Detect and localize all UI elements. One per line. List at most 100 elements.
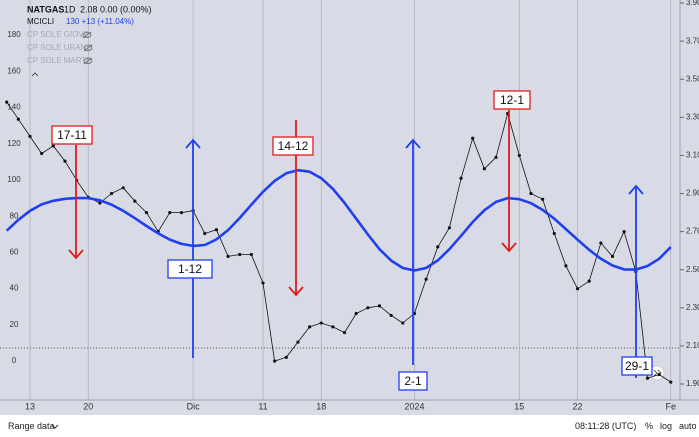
auto-toggle[interactable]: auto <box>679 421 697 431</box>
arrow-head <box>288 286 304 297</box>
price-point <box>529 191 533 196</box>
price-point <box>471 136 475 140</box>
price-point <box>249 252 253 257</box>
y-tick-label: 120 <box>7 139 21 148</box>
annotation-box <box>51 125 93 145</box>
price-point <box>342 330 347 335</box>
price-point <box>51 144 55 148</box>
price-point <box>645 376 650 380</box>
price-point <box>424 277 428 281</box>
annotation-label: 29-1 <box>625 359 649 373</box>
range-button[interactable]: Range data <box>8 421 55 431</box>
price-point <box>389 313 393 318</box>
price-point <box>308 325 312 329</box>
annotation-box <box>167 259 213 279</box>
price-point <box>575 287 580 291</box>
eye-icons[interactable] <box>82 31 93 65</box>
arrow-head <box>185 138 201 149</box>
legend: NATGAS 1D 2.08 0.00 (0.00%) MCICLI 130 +… <box>27 4 152 77</box>
percent-toggle[interactable]: % <box>645 421 654 431</box>
price-point <box>587 279 591 283</box>
y-tick-label: 0 <box>12 356 17 365</box>
y-tick-label: 80 <box>10 211 19 220</box>
price-point <box>354 311 358 316</box>
price-point <box>377 304 382 308</box>
annotation-label: 1-12 <box>178 262 202 276</box>
x-tick-label: 2024 <box>404 401 424 411</box>
price-point <box>401 321 405 325</box>
y2-tick-label: 2.70 <box>686 227 699 236</box>
collapse-button[interactable] <box>31 72 39 77</box>
annotation-box <box>272 136 314 156</box>
price-point <box>669 380 673 384</box>
price-point <box>133 199 137 203</box>
layer[interactable]: CP SOLE GIOVE <box>27 30 89 39</box>
y2-tick-label: 2.90 <box>686 189 699 198</box>
price-point <box>63 159 67 163</box>
y-tick-label: 20 <box>10 320 19 329</box>
status-bar: Range data 08:11:28 (UTC) % log auto <box>0 415 699 437</box>
y2-tick-label: 3.10 <box>686 151 699 160</box>
price-point <box>447 226 451 230</box>
price-point <box>296 340 300 344</box>
annotation-label: 12-1 <box>500 93 524 107</box>
price-point <box>366 306 370 310</box>
price-line <box>6 101 672 383</box>
annotation-box <box>398 371 428 391</box>
x-tick-label: Dic <box>187 401 200 411</box>
price-point <box>541 197 545 201</box>
price-point <box>144 210 149 215</box>
y2-tick-label: 2.10 <box>686 341 699 350</box>
price-point <box>214 228 218 232</box>
y-tick-label: 60 <box>10 248 19 257</box>
price-point <box>226 254 230 258</box>
symbol: NATGAS <box>27 4 64 14</box>
price-point <box>284 355 288 359</box>
price-point <box>238 252 242 257</box>
price-point <box>552 231 556 236</box>
price-point <box>168 210 172 215</box>
price-point <box>121 186 125 190</box>
price-point <box>98 201 102 205</box>
y2-tick-label: 3.30 <box>686 112 699 121</box>
price-point <box>319 321 323 325</box>
annotation-label: 2-1 <box>404 374 422 388</box>
price-point <box>657 372 661 377</box>
price-point <box>179 210 184 215</box>
price-point <box>40 151 44 156</box>
y-tick-label: 180 <box>7 30 21 39</box>
price-point <box>16 117 20 121</box>
x-tick-label: Fe <box>665 401 676 411</box>
price-point <box>482 167 486 171</box>
annotation-label: 14-12 <box>278 139 309 153</box>
layer[interactable]: CP SOLE MARTE <box>27 56 92 65</box>
y-tick-label: 160 <box>7 66 21 75</box>
price-point <box>517 153 521 158</box>
price-point <box>203 231 207 236</box>
x-tick-label: 22 <box>573 401 583 411</box>
price-point <box>459 176 463 180</box>
price-point <box>494 155 498 159</box>
y2-tick-label: 3.70 <box>686 36 699 45</box>
y2-tick-label: 2.50 <box>686 265 699 274</box>
price-point <box>622 230 626 234</box>
x-tick-label: 13 <box>25 401 35 411</box>
x-tick-label: 20 <box>83 401 93 411</box>
indicator-quote: 130 +13 (+11.04%) <box>66 17 134 26</box>
y2-tick-label: 3.90 <box>686 0 699 7</box>
arrow-head <box>405 138 421 149</box>
cycle-line <box>5 168 672 272</box>
interval: 1D <box>64 4 76 14</box>
x-tick-label: 18 <box>316 401 326 411</box>
price-point <box>610 254 615 258</box>
price-point <box>436 245 440 249</box>
arrow-head <box>628 184 644 195</box>
annotation-box <box>493 90 531 110</box>
log-toggle[interactable]: log <box>660 421 673 431</box>
y2-tick-label: 2.30 <box>686 303 699 312</box>
price-point <box>28 134 32 138</box>
x-tick-label: 11 <box>258 401 267 411</box>
layer[interactable]: CP SOLE URANO <box>27 43 93 52</box>
price-point <box>273 359 277 363</box>
